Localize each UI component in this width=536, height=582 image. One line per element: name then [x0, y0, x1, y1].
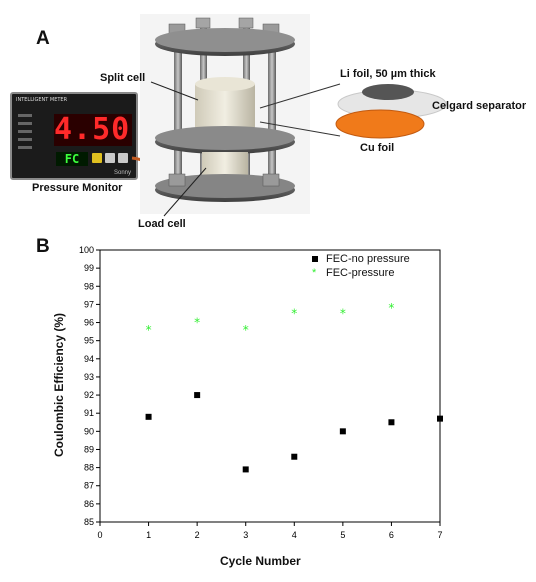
legend-entry-pressure: * FEC-pressure: [312, 267, 394, 279]
data-point-pressure: *: [194, 316, 200, 330]
y-tick-label: 95: [84, 336, 94, 346]
cu-foil-label: Cu foil: [360, 142, 395, 154]
data-point-pressure: *: [243, 323, 249, 337]
meter-indicator: [18, 114, 32, 117]
legend-entry-no-pressure: FEC-no pressure: [312, 253, 410, 265]
separator-label: Celgard separator: [432, 100, 527, 112]
y-tick-label: 93: [84, 372, 94, 382]
meter-header: INTELLIGENT METER: [16, 97, 68, 103]
data-point-no-pressure: [339, 428, 346, 435]
y-tick-label: 89: [84, 444, 94, 454]
legend-label: FEC-pressure: [326, 267, 395, 279]
split-cell-rendering: [140, 14, 310, 214]
meter-indicator: [18, 138, 32, 141]
data-point-no-pressure: [437, 415, 443, 422]
y-tick-label: 88: [84, 463, 94, 473]
pressure-monitor-photo: INTELLIGENT METER 4.50 FC Sonny: [10, 92, 138, 180]
chart-legend: FEC-no pressure * FEC-pressure: [312, 253, 442, 283]
y-tick-label: 86: [84, 499, 94, 509]
y-tick-label: 85: [84, 517, 94, 527]
legend-label: FEC-no pressure: [326, 253, 410, 265]
meter-button: [92, 153, 102, 163]
x-tick-label: 7: [437, 530, 442, 540]
load-cell-label: Load cell: [138, 218, 186, 230]
cell-stack-diagram: [259, 83, 447, 139]
y-tick-label: 90: [84, 426, 94, 436]
y-tick-label: 96: [84, 318, 94, 328]
x-tick-label: 5: [340, 530, 345, 540]
meter-button: [105, 153, 115, 163]
x-tick-label: 4: [292, 530, 297, 540]
split-cell-label: Split cell: [100, 72, 146, 84]
data-point-no-pressure: [145, 413, 152, 420]
meter-display: 4.50: [54, 112, 132, 147]
y-tick-label: 92: [84, 390, 94, 400]
meter-brand: Sonny: [113, 170, 131, 176]
x-tick-label: 2: [195, 530, 200, 540]
meter-button: [118, 153, 128, 163]
y-tick-label: 100: [79, 245, 94, 255]
meter-indicator: [18, 146, 32, 149]
data-point-pressure: *: [146, 323, 152, 337]
y-tick-label: 91: [84, 408, 94, 418]
y-tick-label: 87: [84, 481, 94, 491]
panel-b-letter: B: [36, 236, 50, 257]
x-tick-label: 1: [146, 530, 151, 540]
x-tick-label: 6: [389, 530, 394, 540]
panel-a-letter: A: [36, 28, 50, 49]
square-marker-icon: [312, 256, 318, 263]
x-axis-title: Cycle Number: [220, 554, 301, 568]
data-point-pressure: *: [388, 301, 394, 315]
meter-indicator: [18, 130, 32, 133]
star-marker-icon: *: [312, 267, 317, 280]
y-tick-label: 97: [84, 299, 94, 309]
data-point-no-pressure: [194, 392, 201, 399]
li-foil-label: Li foil, 50 µm thick: [340, 68, 436, 80]
x-tick-label: 0: [97, 530, 102, 540]
split-cell-leader: [150, 81, 199, 101]
meter-sub-display: FC: [56, 152, 88, 166]
data-point-pressure: *: [340, 306, 346, 320]
cu-foil-disc: [335, 109, 425, 139]
plot-frame: [99, 249, 441, 523]
li-foil-disc: [362, 84, 414, 100]
data-point-pressure: *: [291, 306, 297, 320]
x-tick-label: 3: [243, 530, 248, 540]
data-point-no-pressure: [291, 453, 298, 460]
y-tick-label: 99: [84, 263, 94, 273]
y-axis-title: Coulombic Efficiency (%): [52, 312, 66, 458]
load-cell-leader: [163, 167, 207, 217]
meter-indicator: [18, 122, 32, 125]
data-point-no-pressure: [242, 466, 249, 473]
y-tick-label: 98: [84, 281, 94, 291]
pressure-monitor-label: Pressure Monitor: [32, 182, 123, 194]
data-point-no-pressure: [388, 419, 395, 426]
y-tick-label: 94: [84, 354, 94, 364]
